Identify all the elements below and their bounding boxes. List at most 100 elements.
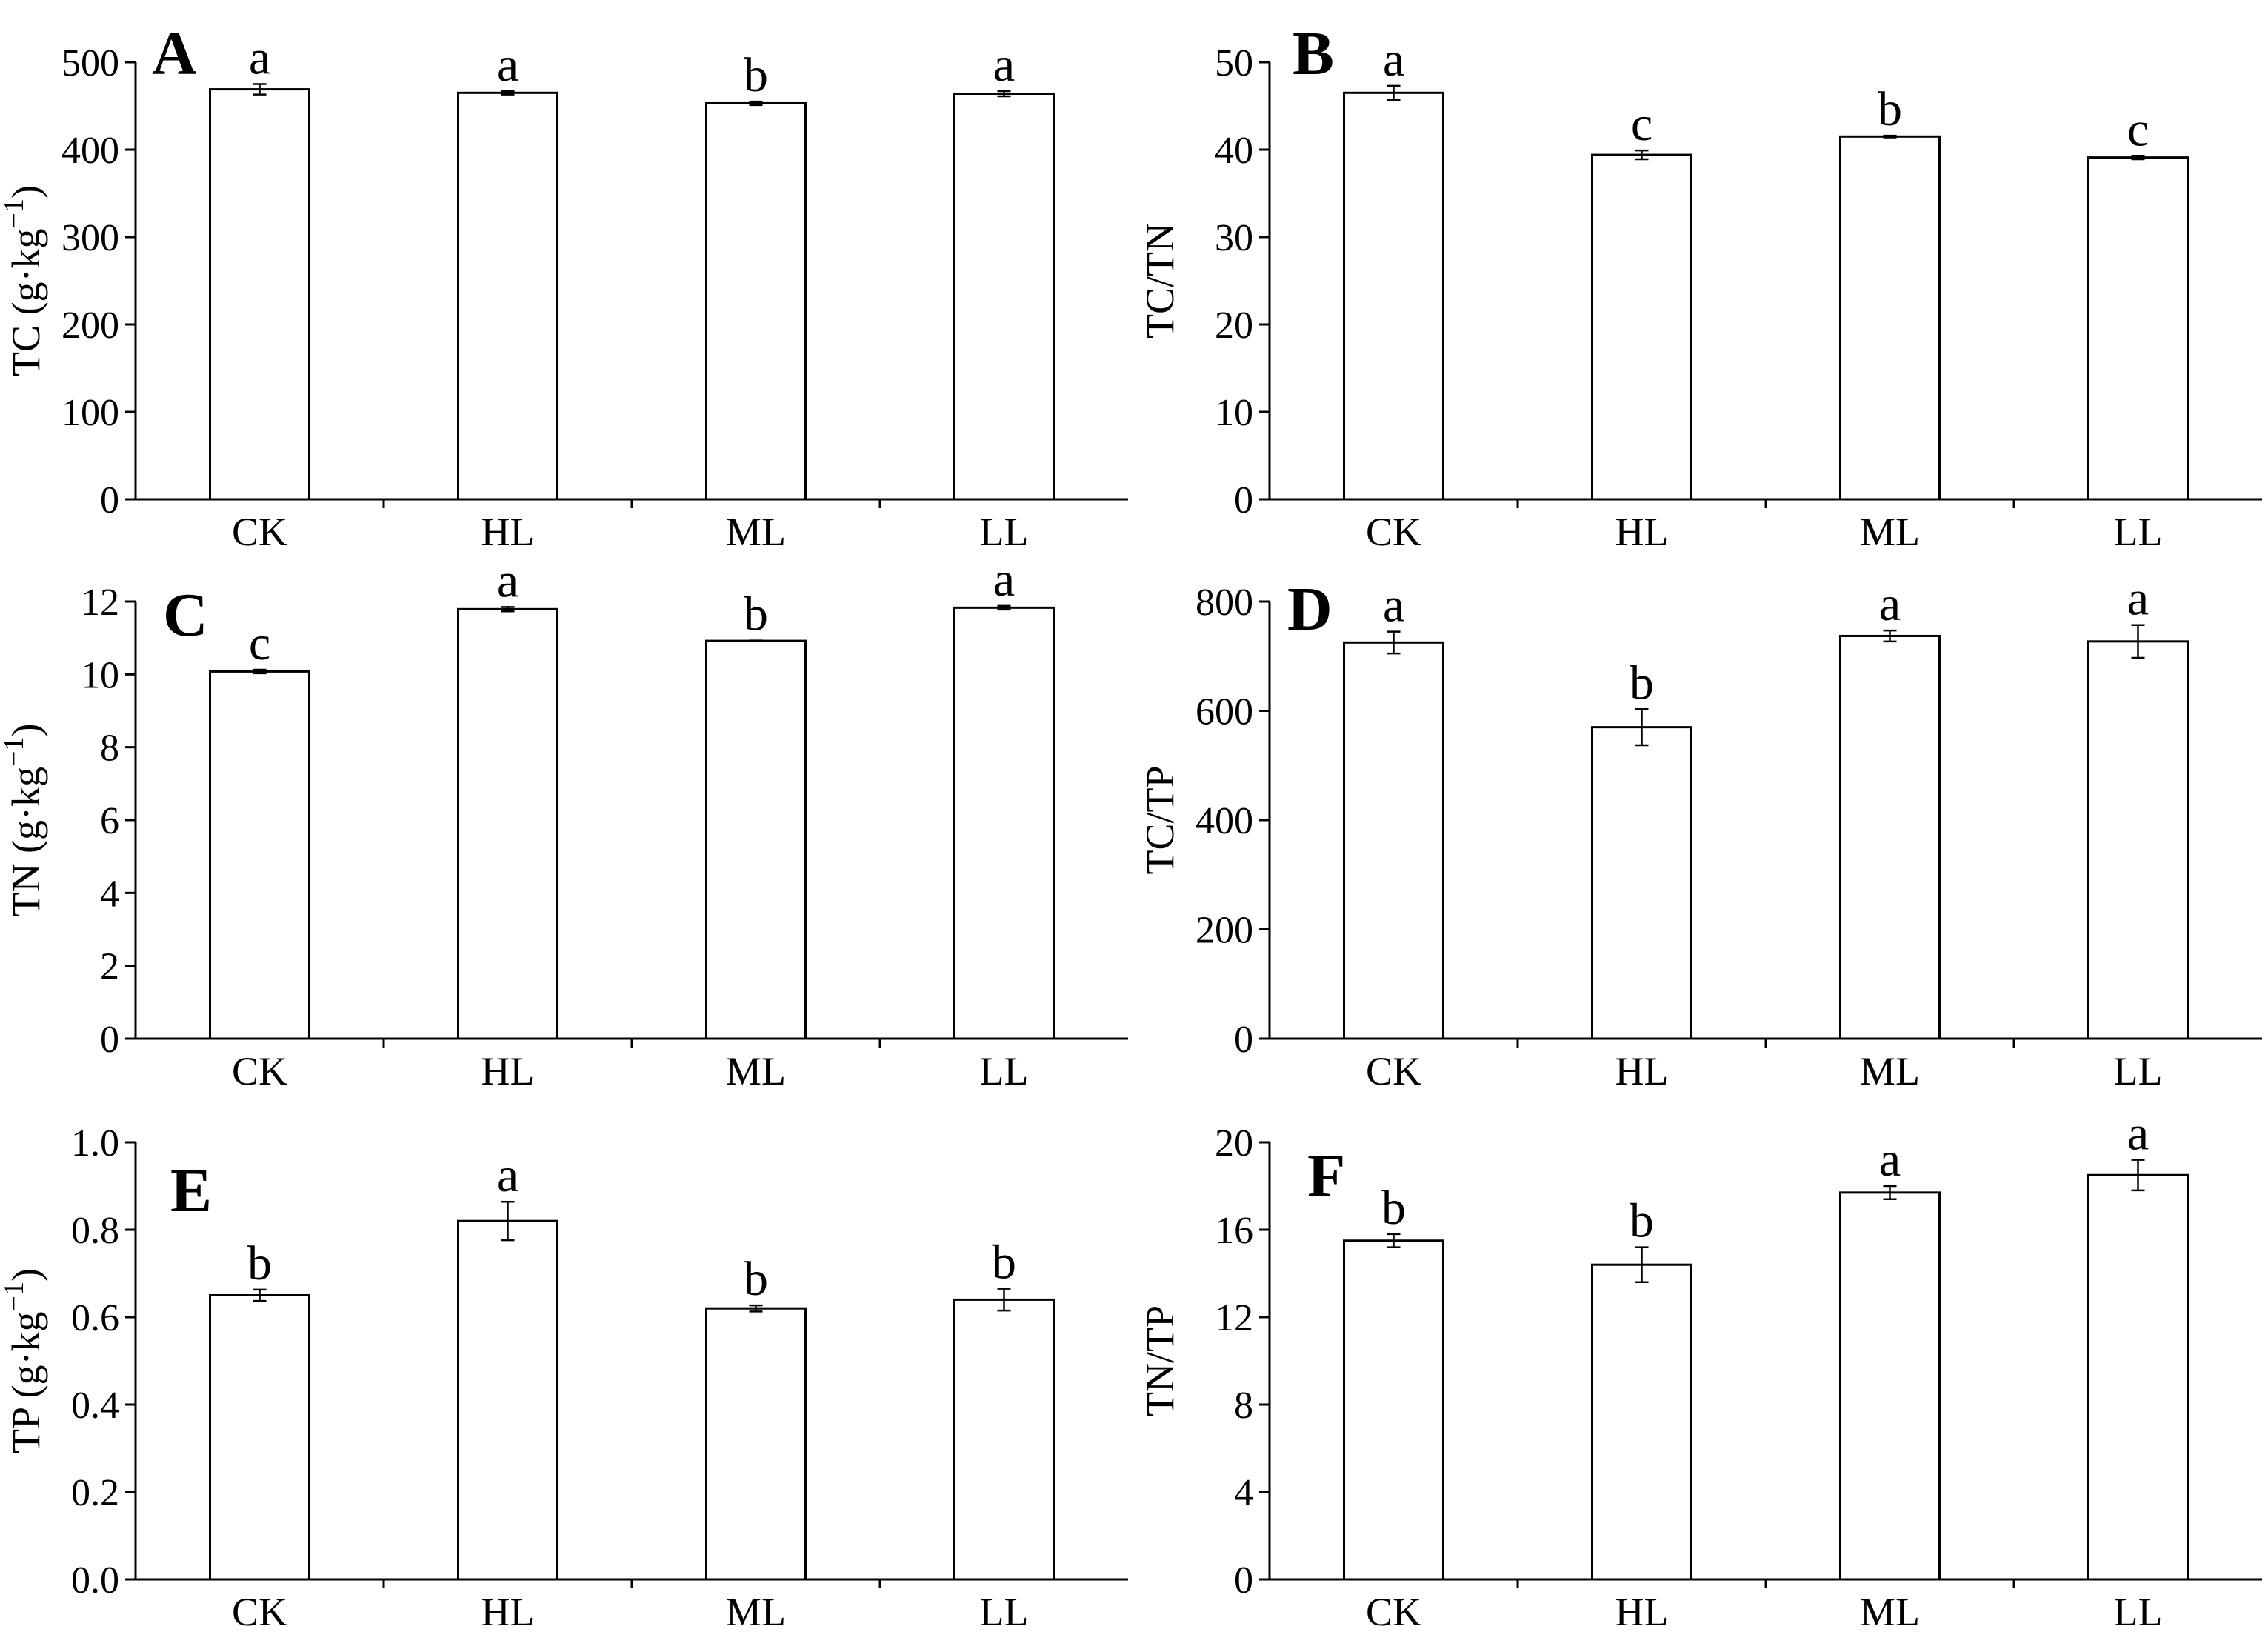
significance-label: a (497, 553, 518, 607)
panel-F: 0 4 8 12 16 20 b CK b HL a ML a LL TN/TP F (1138, 1107, 2262, 1632)
y-tick-label: 10 (1215, 392, 1253, 434)
significance-label: a (1879, 1133, 1901, 1187)
y-tick-label: 100 (61, 392, 119, 434)
y-tick-label: 200 (61, 304, 119, 347)
bar-ML (1839, 135, 1941, 501)
significance-label: a (993, 38, 1015, 92)
category-label: HL (481, 1590, 535, 1632)
category-label: LL (2114, 510, 2163, 554)
significance-label: c (249, 616, 270, 670)
panel-letter: F (1307, 1142, 1345, 1210)
significance-label: b (744, 48, 768, 102)
y-tick-label: 6 (100, 800, 119, 842)
bar-HL (1591, 153, 1692, 501)
y-tick-label: 12 (1215, 1297, 1253, 1339)
category-label: HL (1615, 510, 1669, 554)
category-label: ML (726, 1049, 786, 1093)
y-tick-label: 30 (1215, 217, 1253, 259)
panel-E: 0.0 0.2 0.4 0.6 0.8 1.0 b CK a HL b ML b LL TP (g·kg−1… (0, 1122, 1128, 1632)
bar-CK (209, 88, 310, 501)
panel-B: 0 10 20 30 40 50 a CK c HL b ML c LL TC/TN B (1138, 19, 2262, 554)
y-axis-title: TC/TP (1138, 765, 1182, 874)
significance-label: a (497, 1148, 518, 1202)
significance-label: b (992, 1236, 1016, 1290)
y-tick-label: 500 (61, 42, 119, 84)
category-label: HL (481, 510, 535, 554)
category-label: LL (2114, 1049, 2163, 1093)
panel-letter: A (152, 19, 197, 88)
significance-label: b (1381, 1181, 1406, 1235)
bar-LL (2087, 156, 2189, 501)
y-axis-title: TC/TN (1138, 223, 1182, 339)
panel-letter: B (1293, 19, 1334, 88)
y-axis-title: TC (g·kg−1) (0, 185, 48, 376)
bar-LL (953, 1298, 1055, 1581)
y-tick-label: 0 (100, 479, 119, 522)
y-tick-label: 0 (1234, 1559, 1253, 1602)
category-label: HL (1615, 1590, 1669, 1632)
y-tick-label: 0.2 (71, 1472, 119, 1514)
significance-label: b (1878, 82, 1902, 136)
category-label: CK (232, 510, 287, 554)
y-tick-label: 8 (100, 727, 119, 770)
significance-label: a (249, 31, 270, 85)
panel-letter: D (1287, 575, 1333, 644)
category-label: CK (1366, 1049, 1421, 1093)
y-tick-label: 12 (81, 582, 119, 624)
bar-HL (1591, 1263, 1692, 1581)
significance-label: b (744, 587, 768, 642)
category-label: CK (1366, 510, 1421, 554)
y-tick-label: 8 (1234, 1385, 1253, 1427)
significance-label: c (1631, 97, 1652, 151)
significance-label: a (2127, 572, 2149, 626)
y-axis-title: TN/TP (1138, 1305, 1182, 1416)
y-tick-label: 20 (1215, 304, 1253, 347)
panel-A: 0 100 200 300 400 500 a CK a HL b ML a LL TC (g·kg−1) A (0, 19, 1128, 554)
significance-label: a (993, 553, 1015, 607)
panel-C: 0 2 4 6 8 10 12 c CK a HL b ML a LL TN (g·kg−1) C (0, 553, 1128, 1093)
y-tick-label: 10 (81, 654, 119, 696)
category-label: ML (1860, 1590, 1920, 1632)
y-tick-label: 40 (1215, 130, 1253, 172)
bar-CK (1343, 641, 1444, 1040)
category-label: ML (1860, 510, 1920, 554)
y-tick-label: 50 (1215, 42, 1253, 84)
bar-LL (953, 92, 1055, 501)
bar-ML (1839, 634, 1941, 1040)
bar-HL (457, 1219, 558, 1581)
significance-label: a (497, 38, 518, 92)
y-tick-label: 0.8 (71, 1210, 119, 1252)
bar-HL (457, 607, 558, 1040)
significance-label: a (2127, 1107, 2149, 1161)
y-tick-label: 400 (1195, 800, 1253, 842)
panel-letter: E (170, 1156, 212, 1225)
y-tick-label: 0.4 (71, 1385, 119, 1427)
y-tick-label: 300 (61, 217, 119, 259)
category-label: LL (2114, 1590, 2163, 1632)
y-tick-label: 2 (100, 946, 119, 988)
panel-letter: C (163, 581, 208, 650)
category-label: ML (726, 510, 786, 554)
y-tick-label: 4 (100, 873, 119, 915)
y-tick-label: 4 (1234, 1472, 1253, 1514)
y-tick-label: 0.0 (71, 1559, 119, 1602)
bar-ML (705, 1307, 807, 1581)
bar-LL (953, 606, 1055, 1040)
y-tick-label: 0 (1234, 1019, 1253, 1061)
bar-CK (1343, 91, 1444, 501)
bar-LL (2087, 1173, 2189, 1581)
significance-label: b (247, 1236, 272, 1290)
bar-ML (1839, 1191, 1941, 1581)
significance-label: a (1383, 579, 1404, 633)
category-label: ML (726, 1590, 786, 1632)
significance-label: b (1630, 656, 1654, 710)
bar-ML (705, 101, 807, 501)
significance-label: a (1383, 33, 1404, 87)
category-label: LL (980, 1590, 1029, 1632)
category-label: CK (1366, 1590, 1421, 1632)
y-tick-label: 400 (61, 130, 119, 172)
category-label: HL (481, 1049, 535, 1093)
bar-CK (1343, 1239, 1444, 1581)
y-axis-title: TP (g·kg−1) (0, 1268, 48, 1453)
category-label: LL (980, 1049, 1029, 1093)
